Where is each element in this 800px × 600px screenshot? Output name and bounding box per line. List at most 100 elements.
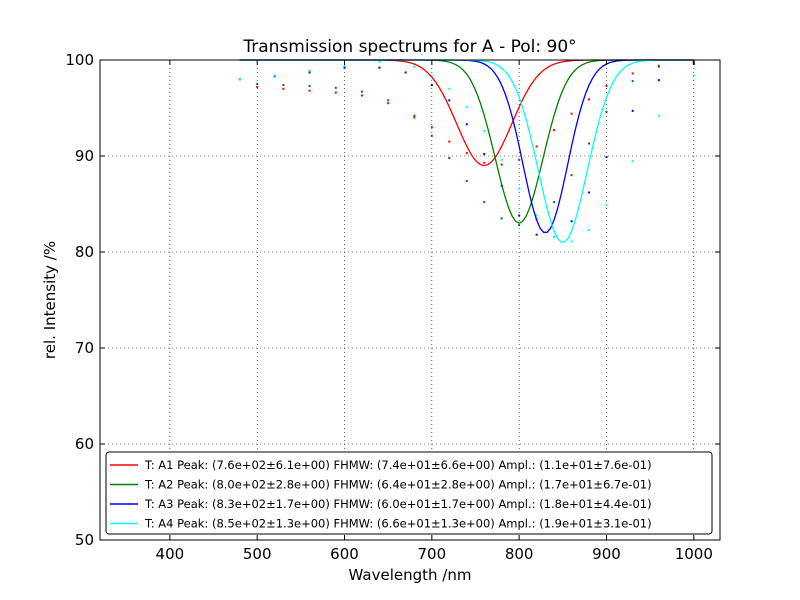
data-point — [605, 84, 608, 87]
plot-data — [238, 60, 695, 243]
data-point — [334, 91, 337, 94]
legend-box — [105, 451, 713, 535]
data-point — [378, 66, 381, 69]
y-tick-label: 50 — [75, 531, 94, 549]
data-point — [631, 109, 634, 112]
data-point — [448, 140, 451, 143]
data-point — [465, 152, 468, 155]
legend-entry-1: T: A1 Peak: (7.6e+02±6.1e+00) FHMW: (7.4… — [144, 458, 652, 472]
data-point — [553, 201, 556, 204]
axis-ticks: 400 500 600 700 800 900 1000 50 60 70 80 90 100 — [65, 51, 720, 563]
data-point — [588, 98, 591, 101]
data-point — [570, 174, 573, 177]
chart-title: Transmission spectrums for A - Pol: 90° — [242, 37, 576, 57]
data-point — [308, 89, 311, 92]
data-point — [343, 66, 346, 69]
data-point — [308, 71, 311, 74]
data-point — [448, 99, 451, 102]
data-point — [378, 60, 381, 63]
data-point — [465, 123, 468, 126]
data-point — [404, 71, 407, 74]
data-point — [570, 240, 573, 243]
data-point — [256, 83, 259, 85]
x-tick-label: 700 — [418, 545, 447, 563]
data-point — [343, 64, 346, 67]
data-point — [605, 203, 608, 206]
x-tick-label: 600 — [330, 545, 359, 563]
x-tick-label: 800 — [505, 545, 534, 563]
data-point — [448, 87, 451, 90]
data-point — [518, 187, 521, 190]
data-point — [631, 80, 634, 83]
data-point — [430, 134, 433, 137]
x-tick-label: 500 — [243, 545, 272, 563]
y-axis-label: rel. Intensity /% — [41, 241, 59, 359]
data-point — [483, 153, 486, 156]
series-2-points — [256, 60, 695, 227]
data-point — [360, 94, 363, 97]
data-point — [588, 142, 591, 145]
data-point — [430, 83, 433, 86]
data-point — [483, 201, 486, 204]
data-point — [570, 220, 573, 223]
data-point — [413, 114, 416, 117]
data-point — [605, 110, 608, 113]
data-point — [387, 99, 390, 102]
data-point — [570, 112, 573, 115]
x-tick-label: 400 — [156, 545, 185, 563]
data-point — [500, 158, 503, 161]
data-point — [631, 159, 634, 162]
data-point — [553, 129, 556, 132]
data-point — [413, 116, 416, 119]
data-point — [553, 235, 556, 238]
data-point — [500, 163, 503, 166]
legend: T: A1 Peak: (7.6e+02±6.1e+00) FHMW: (7.4… — [105, 451, 713, 535]
x-tick-label: 900 — [592, 545, 621, 563]
legend-entry-2: T: A2 Peak: (8.0e+02±2.8e+00) FHMW: (6.4… — [144, 478, 652, 492]
data-point — [483, 161, 486, 164]
x-axis-label: Wavelength /nm — [349, 566, 472, 584]
data-point — [588, 191, 591, 194]
data-point — [413, 65, 416, 68]
y-tick-label: 100 — [65, 51, 94, 69]
data-point — [256, 85, 259, 88]
data-point — [535, 214, 538, 217]
data-point — [282, 83, 285, 86]
data-point — [334, 86, 337, 89]
data-point — [518, 224, 521, 227]
x-tick-label: 1000 — [675, 545, 713, 563]
data-point — [308, 84, 311, 87]
data-point — [535, 145, 538, 148]
y-tick-label: 60 — [75, 435, 94, 453]
data-point — [483, 130, 486, 133]
data-point — [631, 72, 634, 75]
data-point — [657, 79, 660, 82]
data-point — [360, 90, 363, 93]
data-point — [308, 69, 311, 72]
legend-entry-4: T: A4 Peak: (8.5e+02±1.3e+00) FHMW: (6.6… — [144, 517, 652, 531]
data-point — [465, 106, 468, 109]
data-point — [387, 102, 390, 105]
data-point — [238, 78, 241, 81]
data-point — [500, 217, 503, 220]
data-point — [282, 87, 285, 90]
data-point — [465, 179, 468, 182]
data-point — [518, 158, 521, 161]
data-point — [430, 126, 433, 129]
data-point — [692, 74, 695, 77]
series-1-points — [256, 60, 695, 166]
plot-frame — [99, 59, 721, 541]
y-tick-label: 90 — [75, 147, 94, 165]
y-tick-label: 70 — [75, 339, 94, 357]
data-point — [448, 156, 451, 159]
data-point — [657, 114, 660, 117]
data-point — [657, 65, 660, 68]
data-point — [535, 233, 538, 236]
data-point — [588, 228, 591, 231]
legend-entry-3: T: A3 Peak: (8.3e+02±1.7e+00) FHMW: (6.0… — [144, 497, 652, 511]
y-tick-label: 80 — [75, 243, 94, 261]
data-point — [518, 214, 521, 217]
data-point — [605, 155, 608, 158]
data-point — [273, 74, 276, 77]
